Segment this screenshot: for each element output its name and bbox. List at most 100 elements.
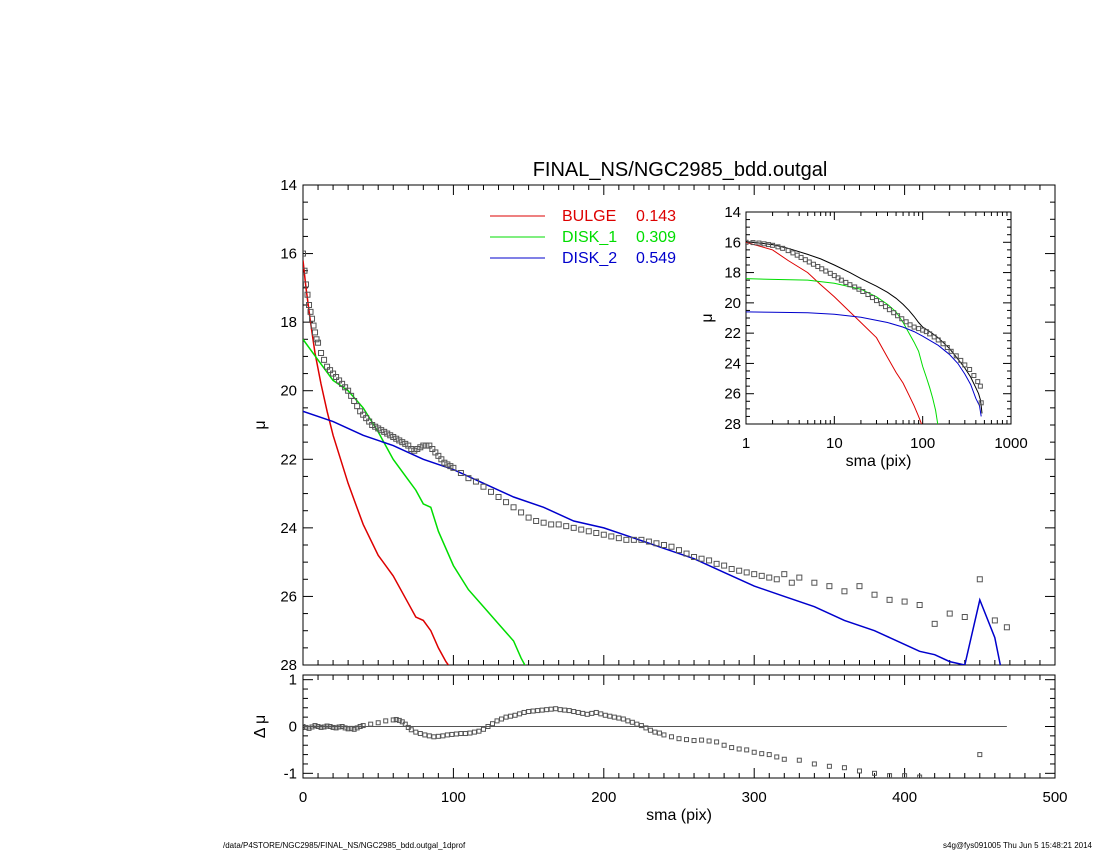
inset-series-line-2 bbox=[746, 311, 982, 417]
inset-data-point bbox=[815, 264, 821, 270]
main-data-point bbox=[357, 408, 364, 415]
resid-data-point bbox=[736, 746, 742, 752]
inset-xlabel: sma (pix) bbox=[846, 453, 912, 470]
main-data-point bbox=[411, 447, 418, 454]
inset-data-point bbox=[775, 244, 781, 250]
main-data-point bbox=[426, 442, 433, 449]
main-data-point bbox=[472, 478, 479, 485]
resid-data-point bbox=[638, 723, 644, 729]
inset-data-point bbox=[780, 245, 786, 251]
inset-xtick-label: 1 bbox=[742, 435, 750, 452]
main-data-point bbox=[315, 339, 322, 346]
main-data-point bbox=[691, 554, 698, 560]
inset-ylabel: μ bbox=[699, 313, 716, 322]
resid-xtick-label: 400 bbox=[892, 789, 917, 806]
main-data-point bbox=[432, 449, 439, 456]
resid-data-point bbox=[562, 707, 568, 713]
main-data-point bbox=[811, 579, 818, 586]
resid-data-point bbox=[781, 756, 787, 762]
inset-data-point bbox=[971, 373, 977, 379]
main-data-point bbox=[976, 576, 983, 583]
resid-data-point bbox=[856, 768, 862, 774]
resid-data-point bbox=[490, 721, 496, 727]
legend-label: DISK_1 bbox=[562, 229, 617, 246]
resid-data-point bbox=[598, 711, 604, 717]
resid-data-point bbox=[368, 721, 374, 727]
resid-data-point bbox=[467, 730, 473, 736]
main-data-point bbox=[638, 536, 645, 543]
inset-ytick-label: 26 bbox=[724, 386, 741, 403]
inset-data-point bbox=[886, 307, 892, 313]
resid-data-point bbox=[339, 724, 345, 729]
inset-data-point bbox=[931, 334, 937, 340]
main-data-point bbox=[480, 483, 487, 490]
resid-data-point bbox=[517, 711, 523, 717]
main-data-point bbox=[931, 620, 938, 627]
inset-xtick-label: 100 bbox=[910, 435, 935, 452]
main-data-point bbox=[450, 464, 457, 471]
main-data-point bbox=[563, 523, 570, 530]
main-series-line-0 bbox=[303, 260, 450, 665]
inset-data-point bbox=[790, 250, 796, 256]
resid-ytick-label: 0 bbox=[289, 719, 297, 736]
resid-data-point bbox=[426, 733, 432, 739]
main-data-point bbox=[336, 377, 343, 384]
resid-data-point bbox=[706, 738, 712, 744]
main-data-point bbox=[351, 398, 358, 404]
resid-data-point bbox=[422, 732, 428, 738]
resid-data-point bbox=[462, 731, 468, 737]
resid-data-point bbox=[668, 734, 674, 740]
main-ytick-label: 20 bbox=[280, 383, 297, 400]
resid-data-point bbox=[413, 729, 419, 735]
main-data-point bbox=[773, 576, 780, 583]
inset-data-point bbox=[903, 319, 909, 325]
resid-data-point bbox=[676, 736, 682, 742]
main-data-point bbox=[384, 430, 391, 437]
main-data-point bbox=[405, 442, 412, 449]
main-data-point bbox=[540, 519, 547, 526]
resid-data-point bbox=[796, 757, 802, 763]
resid-data-point bbox=[887, 773, 893, 778]
main-data-point bbox=[593, 530, 600, 536]
main-data-point bbox=[333, 374, 340, 380]
main-data-point bbox=[630, 536, 637, 543]
main-data-point bbox=[321, 356, 328, 363]
resid-data-point bbox=[584, 711, 590, 717]
inset-data-point bbox=[847, 282, 853, 288]
main-data-point bbox=[578, 526, 585, 533]
resid-data-point bbox=[453, 731, 459, 737]
resid-data-point bbox=[575, 709, 581, 715]
main-data-point bbox=[348, 392, 355, 399]
main-data-point bbox=[420, 442, 427, 449]
main-data-point bbox=[856, 583, 863, 590]
main-data-point bbox=[645, 538, 652, 545]
main-data-point bbox=[525, 514, 532, 521]
resid-data-point bbox=[602, 712, 608, 718]
inset-data-point bbox=[883, 304, 889, 310]
main-data-point bbox=[441, 459, 448, 466]
resid-data-point bbox=[580, 710, 586, 716]
inset-xtick-label: 1000 bbox=[994, 435, 1027, 452]
resid-ytick-label: 1 bbox=[289, 672, 297, 689]
main-data-point bbox=[608, 533, 615, 540]
main-panel: 14 16 18 20 22 24 26 28 μ bbox=[252, 177, 1056, 674]
resid-data-point bbox=[751, 749, 757, 755]
main-data-point bbox=[676, 547, 682, 554]
resid-data-point bbox=[548, 706, 554, 712]
resid-data-point bbox=[616, 715, 622, 721]
resid-data-point bbox=[333, 725, 339, 731]
inset-data-point bbox=[746, 239, 749, 245]
main-data-point bbox=[435, 452, 442, 459]
inset-data-point bbox=[770, 242, 776, 248]
resid-data-point bbox=[629, 719, 635, 725]
main-data-point bbox=[518, 509, 525, 516]
main-data-point bbox=[871, 591, 878, 598]
main-data-point bbox=[330, 370, 337, 377]
inset-data-point bbox=[860, 289, 866, 294]
main-data-point bbox=[721, 562, 728, 569]
inset-data-point bbox=[977, 383, 983, 389]
main-data-point bbox=[429, 446, 436, 452]
inset-series-line-1 bbox=[746, 278, 939, 424]
legend-value: 0.549 bbox=[636, 250, 676, 267]
